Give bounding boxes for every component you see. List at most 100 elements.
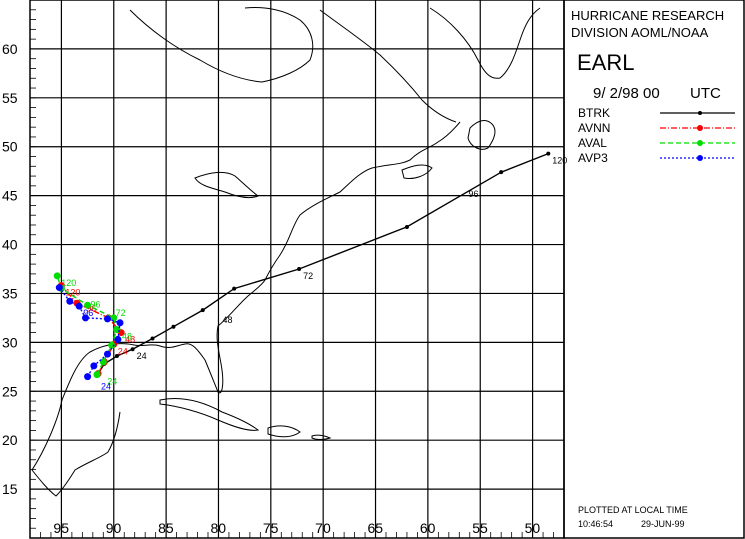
legend-swatch-marker [697, 125, 703, 131]
lat-tick-label: 20 [2, 432, 18, 448]
forecast-hour-label: 48 [125, 335, 135, 345]
track-point [150, 336, 155, 341]
legend-swatch-marker [697, 140, 703, 146]
legend-item-avp3: AVP3 [578, 151, 735, 165]
greenland [429, 7, 541, 79]
lat-tick-label: 55 [2, 90, 18, 106]
track-point [93, 371, 101, 379]
legend-label: BTRK [578, 106, 610, 120]
track-point [66, 297, 74, 305]
track-point [84, 373, 92, 381]
lon-tick-label: 55 [472, 520, 488, 536]
lon-tick-label: 90 [106, 520, 122, 536]
lat-tick-label: 40 [2, 237, 18, 253]
time-zone: UTC [690, 85, 721, 102]
cuba [159, 398, 260, 431]
legend-label: AVNN [578, 121, 610, 135]
track-point [171, 324, 176, 329]
track-point [114, 335, 122, 343]
track-point [116, 319, 124, 327]
axis-labels: 15 20 25 30 35 40 45 50 55 60 95 90 85 80 75 70 65 60 55 50 [2, 41, 540, 536]
track-point [75, 302, 83, 310]
track-point [200, 308, 205, 313]
lon-tick-label: 80 [210, 520, 226, 536]
track-line [58, 287, 121, 377]
lat-tick-label: 50 [2, 139, 18, 155]
lon-tick-label: 85 [158, 520, 174, 536]
forecast-hour-label: 24 [107, 377, 117, 387]
legend-item-btrk: BTRK [578, 106, 735, 120]
us-gulf-coast [31, 121, 461, 471]
lon-tick-label: 75 [263, 520, 279, 536]
great-lakes [194, 171, 260, 199]
forecast-hour-label: 96 [86, 303, 96, 313]
track-point [232, 286, 237, 291]
newfoundland [467, 120, 496, 150]
track-point [55, 284, 63, 292]
lat-tick-label: 30 [2, 334, 18, 350]
forecast-hour-label: 96 [83, 308, 93, 318]
forecast-hour-label: 72 [116, 308, 126, 318]
lon-tick-label: 70 [315, 520, 331, 536]
info-panel [563, 0, 745, 539]
track-point [81, 314, 89, 322]
forecast-hour-label: 120 [61, 278, 76, 288]
org-line1: HURRICANE RESEARCH [571, 8, 724, 23]
track-line [96, 152, 549, 376]
track-point [103, 315, 111, 323]
footer-plotted: PLOTTED AT LOCAL TIME [578, 505, 688, 515]
lon-tick-label: 60 [420, 520, 436, 536]
track-point [53, 272, 61, 280]
forecast-hour-label: 120 [65, 288, 80, 298]
legend-item-avnn: AVNN [578, 121, 735, 135]
puerto-rico [311, 434, 332, 440]
org-line2: DIVISION AOML/NOAA [571, 25, 709, 40]
lat-tick-label: 15 [2, 481, 18, 497]
track-point [499, 170, 504, 175]
lon-tick-label: 65 [368, 520, 384, 536]
nova-scotia [401, 164, 433, 179]
lon-tick-label: 95 [53, 520, 69, 536]
track-point [546, 151, 551, 156]
legend-swatch-marker [697, 155, 703, 161]
init-time: 9/ 2/98 00 [593, 85, 660, 102]
track-point [103, 350, 111, 358]
hispaniola [267, 425, 301, 438]
hudson-bay [129, 7, 314, 83]
labrador-coast [319, 9, 457, 123]
legend-label: AVAL [578, 136, 607, 150]
track-point [130, 347, 135, 352]
forecast-hour-label: 120 [552, 156, 567, 166]
footer-time: 10:46:54 [578, 519, 613, 529]
lon-tick-label: 50 [525, 520, 541, 536]
mexico-coast [31, 411, 121, 497]
lat-tick-label: 60 [2, 41, 18, 57]
legend-swatch-marker [698, 111, 702, 115]
forecast-hour-label: 24 [101, 382, 111, 392]
track-point [99, 358, 107, 366]
track-point [108, 341, 116, 349]
lat-tick-label: 35 [2, 285, 18, 301]
track-point [297, 267, 302, 271]
lat-tick-label: 25 [2, 383, 18, 399]
lat-tick-label: 45 [2, 188, 18, 204]
track-point [84, 301, 92, 309]
forecast-hour-label: 24 [137, 351, 147, 361]
forecast-hour-label: 96 [91, 299, 101, 309]
legend-label: AVP3 [578, 151, 608, 165]
track-avp3: 24 96 [55, 284, 124, 392]
forecast-hour-label: 96 [469, 189, 479, 199]
track-point [404, 224, 409, 229]
track-point [90, 362, 98, 370]
coastlines [31, 7, 541, 497]
forecast-hour-label: 48 [122, 332, 132, 342]
forecast-hour-label: 72 [303, 271, 313, 281]
forecast-hour-label: 48 [222, 315, 232, 325]
storm-name: EARL [577, 50, 634, 75]
legend-item-aval: AVAL [578, 136, 735, 150]
track-point [114, 354, 119, 359]
